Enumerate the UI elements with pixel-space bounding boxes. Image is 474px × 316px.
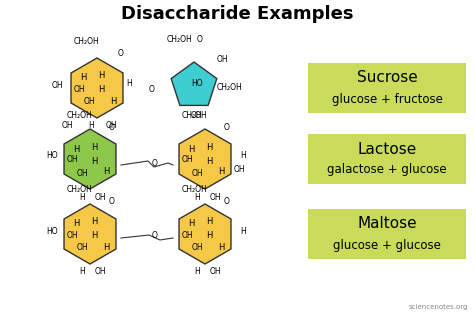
Text: CH₂OH: CH₂OH	[217, 83, 243, 93]
Text: CH₂OH: CH₂OH	[67, 111, 93, 119]
Text: O: O	[152, 232, 158, 240]
Polygon shape	[64, 204, 116, 264]
Bar	[308, 209, 466, 259]
Text: OH: OH	[216, 56, 228, 64]
Text: CH₂OH: CH₂OH	[167, 35, 193, 45]
Text: OH: OH	[181, 230, 193, 240]
Text: CH₂OH: CH₂OH	[67, 185, 93, 195]
Polygon shape	[171, 62, 217, 106]
Text: OH: OH	[209, 192, 221, 202]
Text: OH: OH	[66, 230, 78, 240]
Text: O: O	[109, 123, 115, 131]
Text: OH: OH	[233, 165, 245, 173]
Text: H: H	[206, 156, 212, 166]
Text: OH: OH	[51, 81, 63, 89]
Text: OH: OH	[94, 268, 106, 276]
Text: H: H	[80, 74, 86, 82]
Text: H: H	[240, 151, 246, 161]
Text: H: H	[218, 167, 224, 177]
Text: H: H	[98, 71, 104, 81]
Text: H: H	[126, 80, 132, 88]
Text: OH: OH	[191, 168, 203, 178]
Text: H: H	[194, 192, 200, 202]
Text: OH: OH	[209, 268, 221, 276]
Text: H: H	[188, 220, 194, 228]
Text: glucose + glucose: glucose + glucose	[333, 239, 441, 252]
Text: H: H	[91, 143, 97, 151]
Text: CH₂OH: CH₂OH	[74, 38, 100, 46]
Text: CH₂OH: CH₂OH	[182, 185, 208, 195]
Text: H: H	[218, 242, 224, 252]
Text: OH: OH	[76, 244, 88, 252]
Polygon shape	[179, 204, 231, 264]
Text: Sucrose: Sucrose	[356, 70, 418, 86]
Text: OH: OH	[190, 112, 202, 120]
Text: Maltose: Maltose	[357, 216, 417, 232]
Text: glucose + fructose: glucose + fructose	[331, 93, 442, 106]
Text: H: H	[73, 144, 79, 154]
Text: H: H	[73, 220, 79, 228]
Text: O: O	[152, 159, 158, 167]
Text: H: H	[188, 144, 194, 154]
Text: OH: OH	[61, 121, 73, 131]
Bar	[308, 63, 466, 113]
Text: O: O	[224, 123, 230, 131]
Text: O: O	[149, 86, 155, 94]
Text: H: H	[206, 217, 212, 227]
Text: Lactose: Lactose	[357, 142, 417, 156]
Text: H: H	[79, 268, 85, 276]
Text: HO: HO	[46, 151, 58, 161]
Text: H: H	[91, 156, 97, 166]
Text: H: H	[194, 268, 200, 276]
Text: H: H	[103, 167, 109, 177]
Text: HO: HO	[46, 227, 58, 235]
Text: OH: OH	[83, 98, 95, 106]
Text: O: O	[109, 198, 115, 206]
Text: OH: OH	[76, 168, 88, 178]
Text: H: H	[79, 192, 85, 202]
Text: HO: HO	[191, 80, 203, 88]
Text: O: O	[224, 198, 230, 206]
Text: OH: OH	[191, 244, 203, 252]
Text: OH: OH	[73, 84, 85, 94]
Text: O: O	[118, 50, 124, 58]
Text: H: H	[206, 143, 212, 151]
Text: H: H	[98, 86, 104, 94]
Text: O: O	[197, 35, 203, 45]
Text: Disaccharide Examples: Disaccharide Examples	[121, 5, 353, 23]
Polygon shape	[71, 58, 123, 118]
Text: CH₂OH: CH₂OH	[182, 111, 208, 119]
Text: sciencenotes.org: sciencenotes.org	[409, 304, 468, 310]
Text: H: H	[91, 232, 97, 240]
Bar	[308, 134, 466, 184]
Text: OH: OH	[181, 155, 193, 165]
Text: H: H	[88, 121, 94, 131]
Polygon shape	[64, 129, 116, 189]
Text: galactose + glucose: galactose + glucose	[327, 163, 447, 177]
Text: H: H	[103, 242, 109, 252]
Text: OH: OH	[66, 155, 78, 165]
Text: H: H	[91, 217, 97, 227]
Text: OH: OH	[94, 192, 106, 202]
Text: H: H	[206, 232, 212, 240]
Text: H: H	[110, 96, 116, 106]
Text: OH: OH	[105, 121, 117, 131]
Text: H: H	[240, 227, 246, 235]
Polygon shape	[179, 129, 231, 189]
